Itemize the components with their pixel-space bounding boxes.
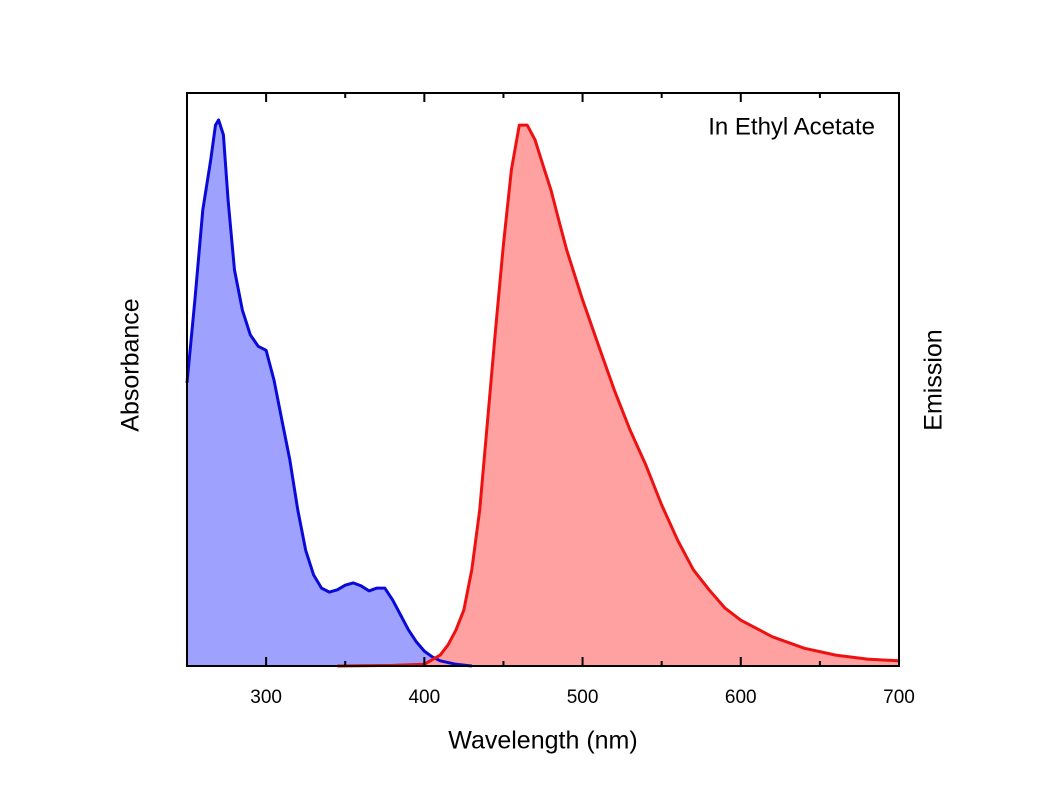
x-axis-label: Wavelength (nm) [448,727,637,755]
plot-frame [186,92,900,667]
x-tick-label: 300 [250,687,282,708]
x-tick-label: 700 [883,687,915,708]
area-fill [187,119,472,666]
x-tick-label: 600 [725,687,757,708]
x-tick-label: 400 [408,687,440,708]
annotation: In Ethyl Acetate [708,113,875,140]
area-line [337,123,900,668]
area-line [185,118,472,668]
y2-axis-label: Emission [920,329,948,430]
plot-marks [185,118,900,668]
x-tick-label: 500 [567,687,599,708]
y-axis-label: Absorbance [117,298,145,431]
area-fill [337,125,899,667]
